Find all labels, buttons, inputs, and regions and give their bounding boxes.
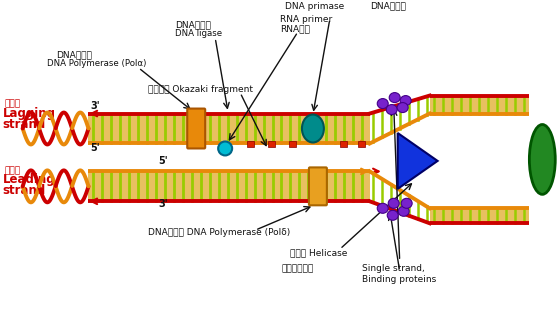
- Polygon shape: [88, 114, 370, 143]
- FancyBboxPatch shape: [340, 141, 347, 148]
- Text: Lagging: Lagging: [3, 107, 56, 120]
- Text: DNA聚合酶: DNA聚合酶: [57, 51, 92, 60]
- FancyBboxPatch shape: [309, 167, 327, 205]
- Polygon shape: [430, 96, 529, 114]
- Text: 單股結合蛋白: 單股結合蛋白: [282, 264, 314, 273]
- Polygon shape: [430, 208, 529, 223]
- Ellipse shape: [386, 105, 397, 115]
- Ellipse shape: [377, 99, 388, 109]
- Text: DNA Polymerase (Polα): DNA Polymerase (Polα): [46, 59, 146, 68]
- Text: 延遲股: 延遲股: [4, 99, 21, 109]
- FancyBboxPatch shape: [187, 109, 205, 149]
- Text: 螺旋酶 Helicase: 螺旋酶 Helicase: [290, 248, 347, 257]
- Ellipse shape: [377, 203, 388, 213]
- Ellipse shape: [397, 103, 408, 112]
- Ellipse shape: [529, 125, 556, 194]
- FancyBboxPatch shape: [247, 141, 254, 148]
- Ellipse shape: [398, 206, 409, 216]
- Text: Leading: Leading: [3, 173, 55, 186]
- Ellipse shape: [388, 198, 399, 208]
- Text: DNA ligase: DNA ligase: [175, 29, 222, 38]
- Text: DNA導引酶: DNA導引酶: [370, 2, 405, 11]
- Ellipse shape: [401, 198, 412, 208]
- Text: 5': 5': [158, 156, 168, 166]
- Text: 5': 5': [91, 143, 100, 153]
- Polygon shape: [398, 133, 437, 189]
- Text: strand: strand: [3, 184, 46, 197]
- FancyBboxPatch shape: [268, 141, 275, 148]
- Ellipse shape: [302, 115, 324, 142]
- Text: Single strand,: Single strand,: [362, 264, 424, 273]
- Text: 前進股: 前進股: [4, 166, 21, 175]
- Ellipse shape: [387, 210, 398, 220]
- Text: DNA聚合酶 DNA Polymerase (Polδ): DNA聚合酶 DNA Polymerase (Polδ): [148, 228, 291, 237]
- Text: DNA primase: DNA primase: [285, 2, 344, 11]
- FancyBboxPatch shape: [358, 141, 365, 148]
- Ellipse shape: [400, 96, 411, 106]
- Text: strand: strand: [3, 118, 46, 130]
- Text: 3': 3': [158, 199, 168, 209]
- FancyBboxPatch shape: [289, 141, 296, 148]
- Text: RNA引子: RNA引子: [280, 25, 310, 34]
- Polygon shape: [88, 172, 370, 201]
- Ellipse shape: [218, 141, 232, 155]
- Text: 3': 3': [91, 100, 100, 110]
- Text: RNA primer: RNA primer: [280, 15, 332, 24]
- Text: Binding proteins: Binding proteins: [362, 275, 436, 284]
- Ellipse shape: [389, 93, 400, 103]
- Text: DNA連接酶: DNA連接酶: [175, 21, 211, 30]
- Text: 岡崎片段 Okazaki fragment: 岡崎片段 Okazaki fragment: [148, 85, 253, 94]
